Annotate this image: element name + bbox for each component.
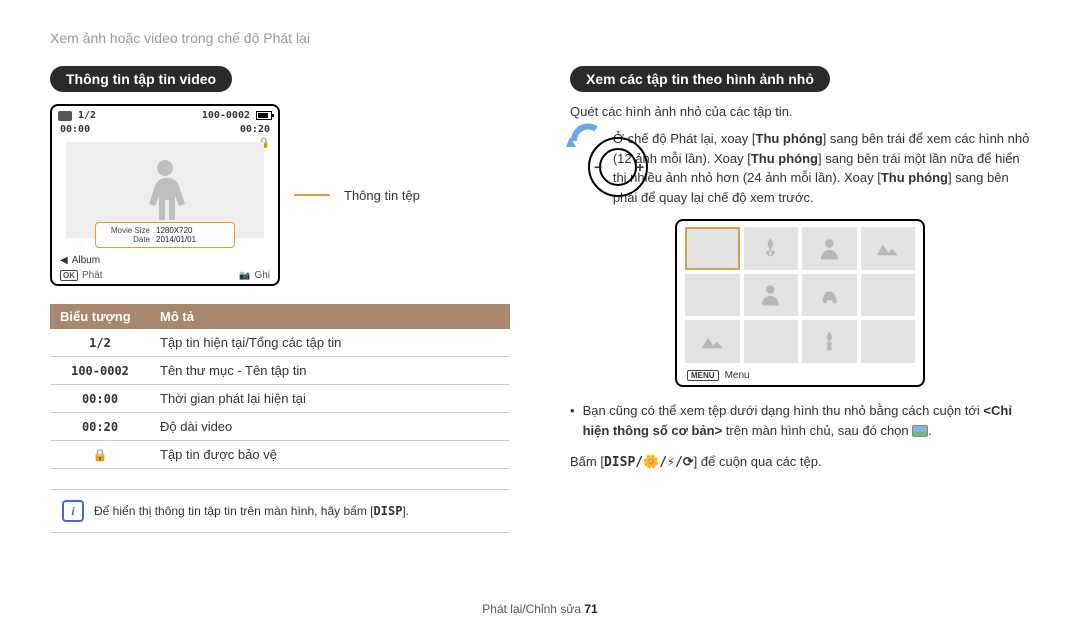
thumbnail-screen: MENU Menu (675, 219, 925, 387)
table-row: 00:00Thời gian phát lại hiện tại (50, 385, 510, 413)
thumb-cell[interactable] (744, 320, 799, 363)
thumb-cell[interactable] (861, 227, 916, 270)
thumb-cell[interactable] (802, 274, 857, 317)
picture-icon (58, 111, 72, 121)
landscape-icon (912, 425, 928, 437)
note-box: i Để hiển thị thông tin tập tin trên màn… (50, 489, 510, 533)
battery-icon (256, 111, 272, 120)
table-row: 1/2Tập tin hiện tại/Tổng các tập tin (50, 329, 510, 357)
folder-file: 100-0002 (202, 110, 250, 121)
th-desc: Mô tả (150, 304, 510, 329)
thumb-cell[interactable] (802, 227, 857, 270)
disp-key: DISP (604, 455, 635, 470)
press-instruction: Bấm [DISP/🌼/⚡/⟳] để cuộn qua các tệp. (570, 454, 1030, 470)
counter: 1/2 (78, 110, 96, 121)
minus-icon: − (594, 159, 602, 175)
table-row: 100-0002Tên thư mục - Tên tập tin (50, 357, 510, 385)
thumb-cell[interactable] (685, 274, 740, 317)
play-label: Phát (82, 270, 103, 281)
ok-button[interactable]: OK (60, 270, 78, 281)
file-info-box: Movie Size1280X720 Date2014/01/01 (95, 222, 235, 248)
album-label: Album (72, 255, 100, 266)
note-icon: i (62, 500, 84, 522)
bullet-note: • Bạn cũng có thể xem tệp dưới dạng hình… (570, 401, 1030, 440)
disp-key: DISP (374, 504, 403, 518)
callout-label: Thông tin tệp (344, 188, 420, 203)
menu-label: Menu (725, 370, 750, 381)
icon-description-table: Biểu tượng Mô tả 1/2Tập tin hiện tại/Tổn… (50, 304, 510, 469)
video-preview-screen: 1/2 100-0002 00:00 00:20 (50, 104, 280, 286)
thumb-cell[interactable] (861, 274, 916, 317)
thumb-cell[interactable] (685, 320, 740, 363)
camera-icon (239, 270, 250, 281)
th-icon: Biểu tượng (50, 304, 150, 329)
rec-label: Ghi (254, 270, 270, 281)
elapsed-time: 00:00 (60, 124, 90, 135)
callout-line (294, 194, 330, 196)
intro-text: Quét các hình ảnh nhỏ của các tập tin. (570, 104, 1030, 119)
table-row: 00:20Độ dài video (50, 413, 510, 441)
thumb-cell[interactable] (802, 320, 857, 363)
heading-video-info: Thông tin tập tin video (50, 66, 232, 92)
thumb-cell[interactable] (744, 227, 799, 270)
thumb-cell[interactable] (744, 274, 799, 317)
left-arrow-icon: ◀ (60, 255, 68, 266)
thumb-cell[interactable] (685, 227, 740, 270)
menu-button[interactable]: MENU (687, 370, 719, 381)
zoom-dial: − + (570, 129, 597, 203)
table-row: Tập tin được bảo vệ (50, 441, 510, 469)
thumb-cell[interactable] (861, 320, 916, 363)
instruction-paragraph: Ở chế độ Phát lại, xoay [Thu phóng] sang… (613, 129, 1030, 207)
breadcrumb: Xem ảnh hoặc video trong chế độ Phát lại (50, 30, 1030, 46)
lock-icon (93, 448, 108, 462)
silhouette-icon (141, 156, 189, 224)
heading-thumbnails: Xem các tập tin theo hình ảnh nhỏ (570, 66, 830, 92)
duration: 00:20 (240, 124, 270, 135)
plus-icon: + (636, 159, 644, 175)
page-footer: Phát lại/Chỉnh sửa 71 (0, 602, 1080, 616)
